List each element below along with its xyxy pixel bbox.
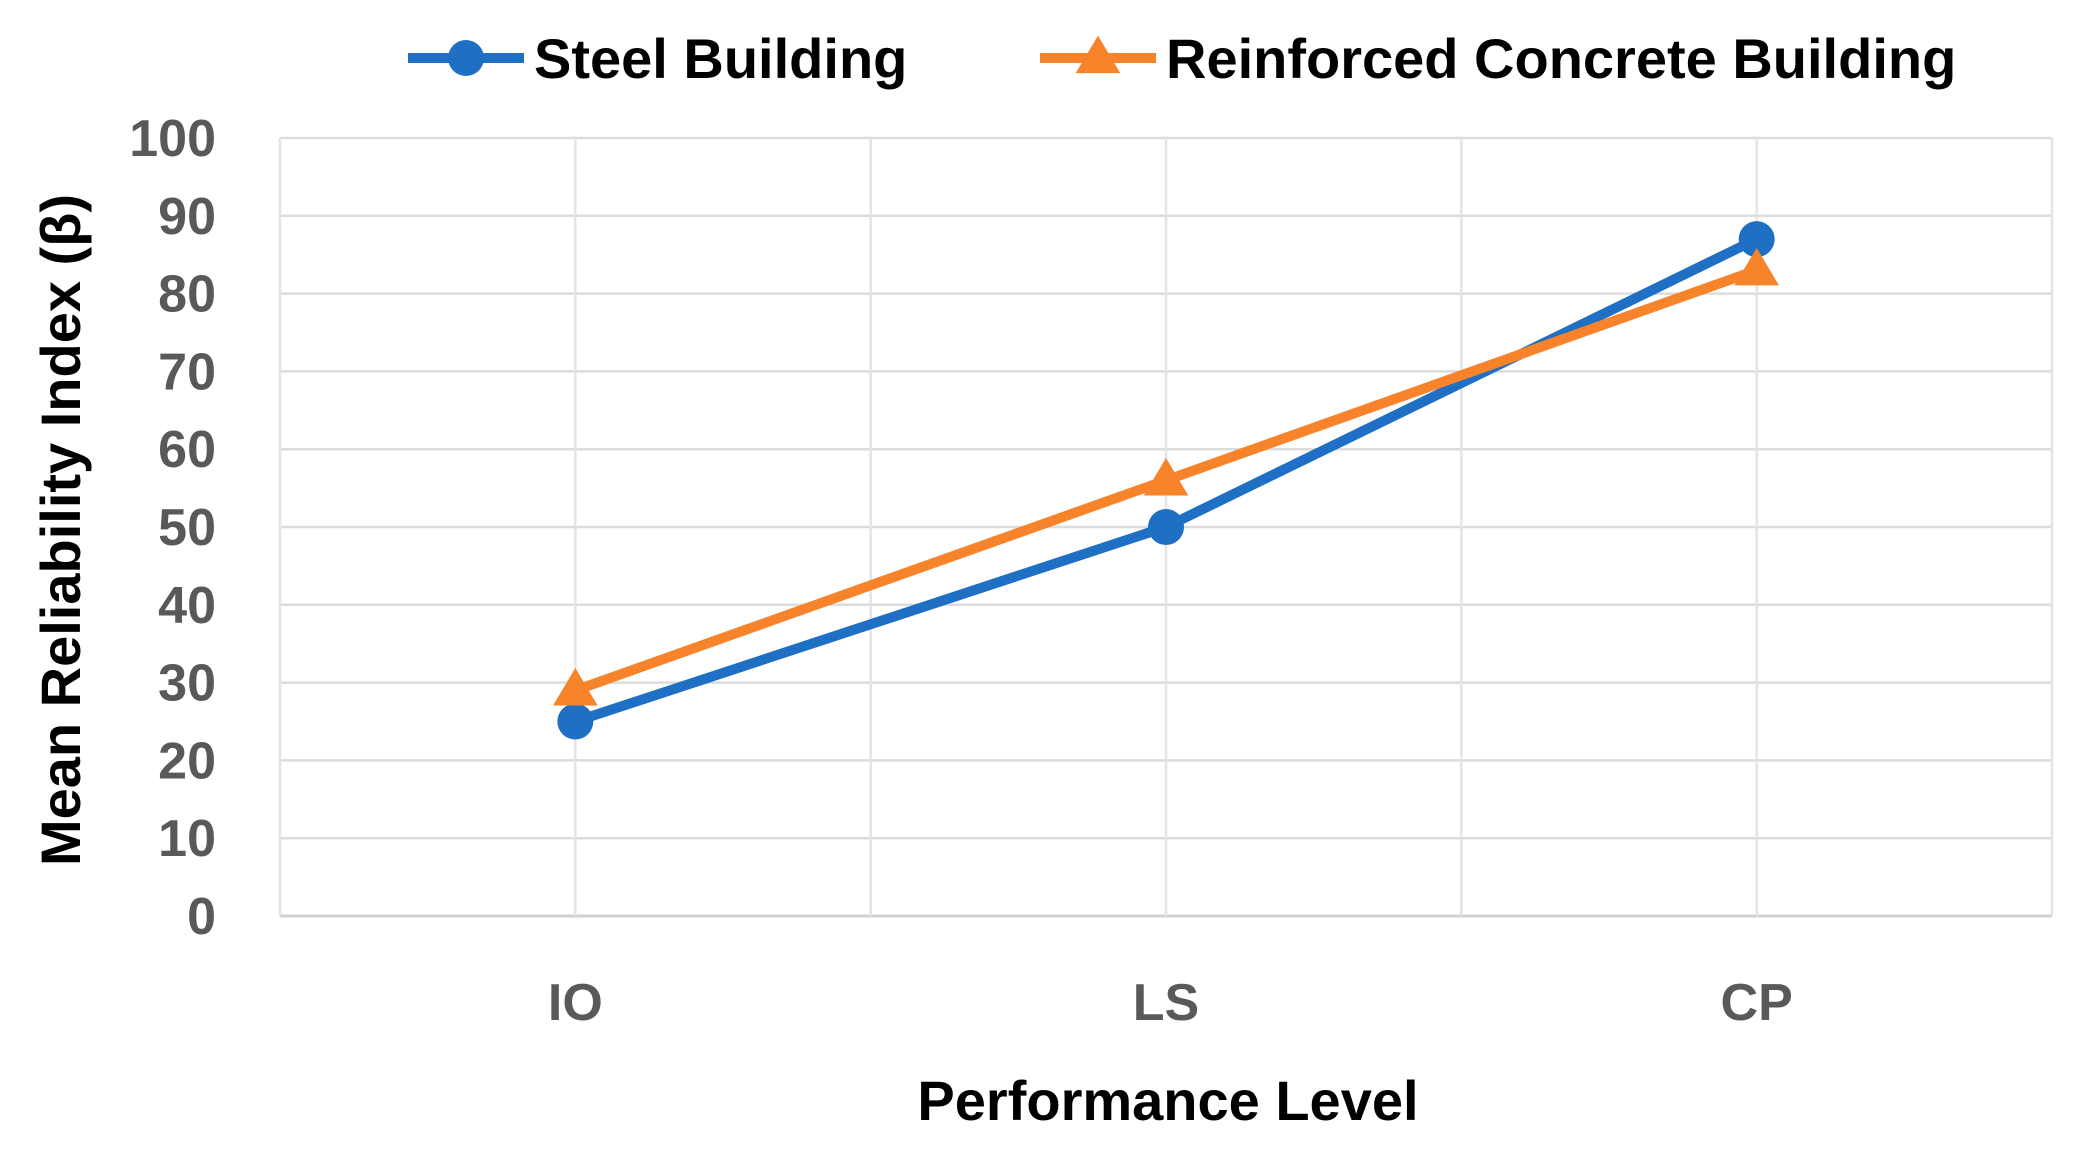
legend: Steel Building Reinforced Concrete Buildi… [408,27,1956,90]
y-tick-label: 90 [158,188,216,246]
x-axis-ticks: IO LS CP [548,974,1793,1032]
y-tick-label: 80 [158,266,216,324]
series-layer [553,221,1779,740]
y-tick-label: 30 [158,655,216,713]
y-axis-title: Mean Reliability Index (β) [29,194,92,866]
y-tick-label: 0 [187,888,216,946]
legend-marker [1075,35,1121,74]
x-axis-title: Performance Level [917,1069,1418,1132]
y-tick-label: 70 [158,343,216,401]
y-axis-ticks: 0 10 20 30 40 50 60 70 80 90 100 [129,110,216,946]
legend-label: Steel Building [534,27,907,90]
x-tick-label: CP [1721,974,1793,1032]
y-tick-label: 40 [158,577,216,635]
legend-label: Reinforced Concrete Building [1166,27,1956,90]
y-tick-label: 20 [158,732,216,790]
data-point [1143,458,1189,496]
y-tick-label: 100 [129,110,216,168]
y-tick-label: 10 [158,810,216,868]
data-point [1148,509,1184,545]
data-point [1738,221,1775,258]
x-tick-label: IO [548,974,603,1032]
data-point [1734,247,1779,286]
legend-marker [448,40,484,76]
data-point [553,668,598,706]
data-point [557,703,594,740]
y-tick-label: 60 [158,421,216,479]
y-tick-label: 50 [158,499,216,557]
x-tick-label: LS [1133,974,1199,1032]
